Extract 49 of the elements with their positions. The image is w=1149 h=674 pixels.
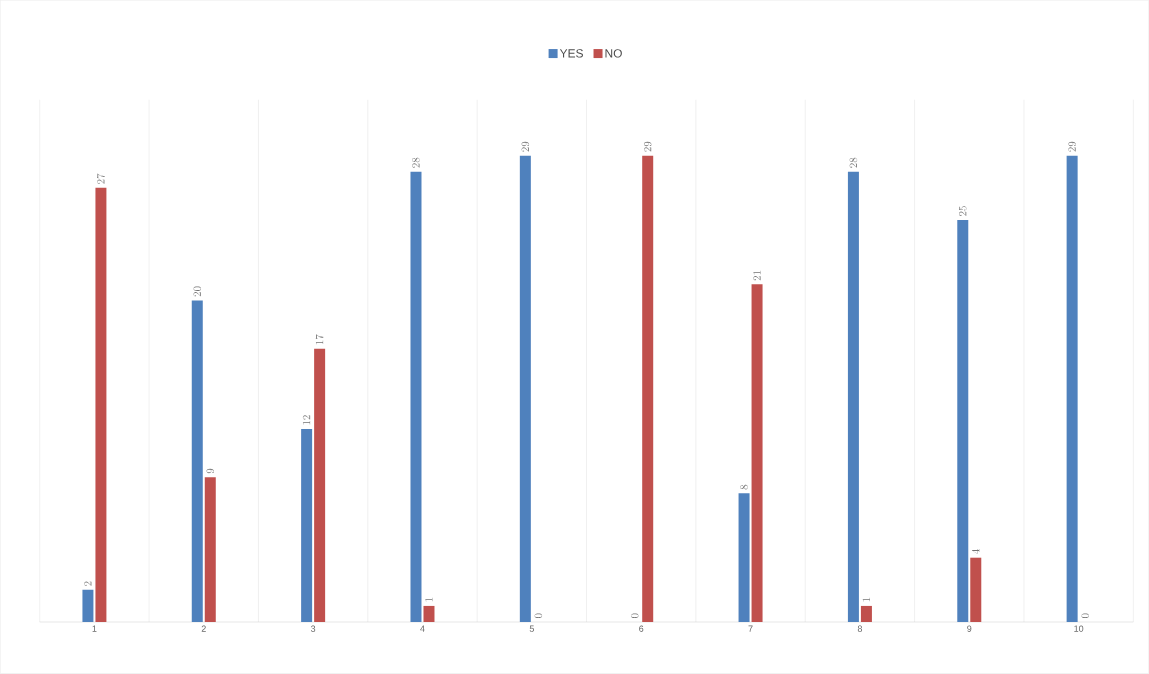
data-label: 28 xyxy=(412,157,420,168)
data-label: 8 xyxy=(740,484,748,490)
data-label: 20 xyxy=(193,286,202,297)
bar xyxy=(519,155,531,623)
bar xyxy=(751,284,763,623)
bar xyxy=(204,477,216,623)
data-label: 2 xyxy=(84,581,92,586)
x-tick-label: 8 xyxy=(857,625,863,633)
x-tick-label: 10 xyxy=(1074,625,1084,633)
bar xyxy=(314,348,326,623)
bar xyxy=(301,429,313,623)
bar xyxy=(847,171,859,623)
data-label: 17 xyxy=(315,334,324,345)
data-label: 29 xyxy=(521,141,530,152)
data-label: 0 xyxy=(534,613,543,619)
data-label: 4 xyxy=(971,549,980,554)
bar xyxy=(738,493,750,623)
data-label: 21 xyxy=(753,270,761,281)
bar xyxy=(95,187,107,623)
x-tick-label: 4 xyxy=(420,625,425,632)
x-tick-label: 7 xyxy=(748,625,753,632)
bar xyxy=(410,171,422,623)
data-label: 12 xyxy=(302,415,311,425)
data-label: 1 xyxy=(862,597,870,602)
legend-label: YES xyxy=(559,49,583,58)
bar xyxy=(860,606,872,623)
x-tick-label: 9 xyxy=(967,625,972,633)
data-label: 25 xyxy=(959,206,967,217)
data-label: 0 xyxy=(1081,613,1089,619)
data-label: 29 xyxy=(643,141,652,152)
x-tick-label: 5 xyxy=(529,625,534,632)
data-label: 28 xyxy=(849,157,858,168)
x-tick-label: 2 xyxy=(201,625,206,632)
bar xyxy=(642,155,654,623)
x-tick-label: 6 xyxy=(639,625,644,633)
bar xyxy=(423,606,435,623)
x-tick-label: 3 xyxy=(310,625,316,633)
x-tick-label: 1 xyxy=(92,625,97,632)
data-label: 1 xyxy=(425,597,433,602)
bar xyxy=(970,557,982,623)
bar xyxy=(1066,155,1078,623)
data-label: 29 xyxy=(1068,141,1076,152)
bar xyxy=(82,589,94,623)
data-label: 0 xyxy=(630,613,639,619)
legend-label: NO xyxy=(605,49,622,58)
bar xyxy=(957,220,969,623)
data-label: 27 xyxy=(97,173,105,184)
data-label: 9 xyxy=(206,468,215,474)
bar xyxy=(191,300,203,623)
